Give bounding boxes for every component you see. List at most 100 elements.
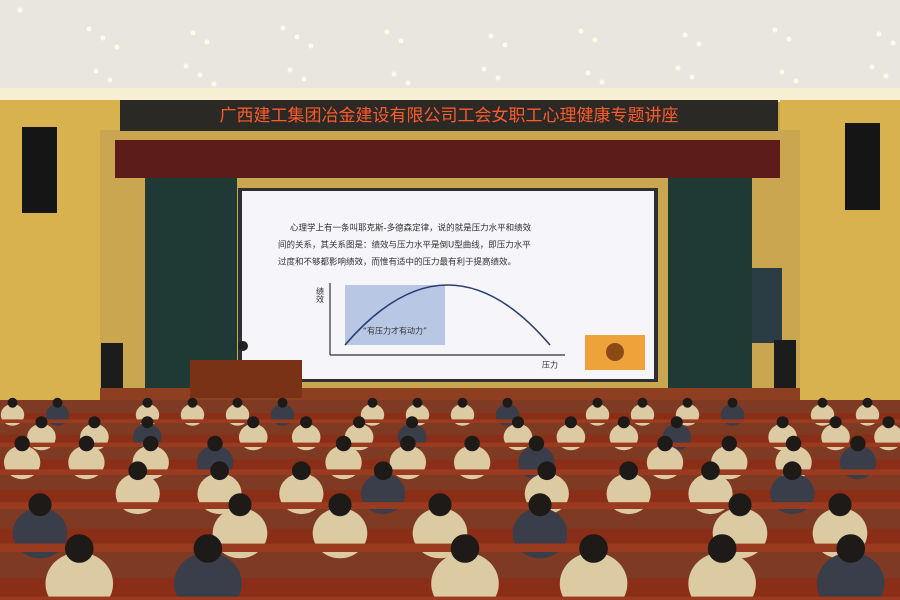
person-head bbox=[862, 397, 873, 408]
x-axis-label: 压力 bbox=[542, 360, 558, 370]
person-body bbox=[559, 552, 628, 600]
person-head bbox=[292, 461, 311, 481]
person-head bbox=[882, 416, 895, 429]
ceiling-light bbox=[890, 40, 896, 46]
person-head bbox=[776, 416, 789, 429]
person-head bbox=[207, 435, 223, 452]
ceiling-light bbox=[86, 26, 92, 32]
ceiling-light bbox=[398, 38, 404, 44]
person-head bbox=[353, 416, 366, 429]
person-head bbox=[579, 534, 608, 563]
ceiling-light bbox=[495, 75, 501, 81]
person-head bbox=[828, 493, 852, 517]
y-axis-label: 绩效 bbox=[316, 286, 325, 304]
person-head bbox=[328, 493, 352, 517]
right-curtain bbox=[668, 178, 752, 390]
curve-label: “有压力才有动力” bbox=[363, 326, 427, 336]
ceiling-light bbox=[287, 67, 293, 73]
ceiling-light bbox=[883, 73, 889, 79]
person-head bbox=[670, 416, 683, 429]
person-head bbox=[228, 493, 252, 517]
ceiling-light bbox=[772, 27, 778, 33]
ceiling-light bbox=[17, 7, 23, 13]
ceiling-light bbox=[197, 72, 203, 78]
person-head bbox=[537, 461, 557, 481]
shaded-region bbox=[345, 285, 445, 345]
person-head bbox=[502, 397, 513, 408]
person-head bbox=[128, 461, 148, 481]
ceiling-light bbox=[481, 66, 487, 72]
valance bbox=[115, 140, 780, 178]
person-head bbox=[682, 397, 693, 408]
banner-title: 广西建工集团冶金建设有限公司工会女职工心理健康专题讲座 bbox=[220, 106, 679, 126]
person-head bbox=[782, 461, 802, 481]
desk-top bbox=[0, 419, 900, 423]
ceiling-light bbox=[675, 65, 681, 71]
left-curtain bbox=[145, 178, 237, 390]
desk-row bbox=[0, 490, 900, 503]
slide-line: 心理学上有一条叫耶克斯-多德森定律，说的就是压力水平和绩效 bbox=[290, 223, 532, 234]
person-head bbox=[373, 461, 393, 481]
ceiling-light bbox=[689, 74, 695, 80]
person-head bbox=[528, 435, 545, 452]
ceiling-light bbox=[682, 32, 688, 38]
ceiling-light bbox=[294, 34, 300, 40]
ceiling-light bbox=[585, 70, 591, 76]
person-head bbox=[728, 493, 752, 517]
person-head bbox=[564, 416, 577, 429]
person-head bbox=[28, 493, 52, 517]
person-head bbox=[707, 534, 737, 563]
ceiling-light bbox=[190, 30, 196, 36]
ceiling-light bbox=[405, 80, 411, 86]
person-head bbox=[14, 435, 30, 452]
person-head bbox=[143, 435, 159, 452]
person-head bbox=[232, 397, 243, 408]
person-head bbox=[657, 435, 673, 452]
ceiling-light bbox=[391, 71, 397, 77]
person-body bbox=[688, 552, 756, 600]
person-body bbox=[816, 552, 885, 600]
ceiling-light bbox=[384, 29, 390, 35]
slide-line: 过度和不够都影响绩效，而惟有适中的压力最有利于提高绩效。 bbox=[278, 257, 516, 268]
ceiling-light bbox=[786, 36, 792, 42]
person-head bbox=[7, 397, 18, 408]
person-body bbox=[431, 552, 499, 600]
ceiling-light bbox=[93, 68, 99, 74]
ceiling-light bbox=[107, 77, 113, 83]
person-head bbox=[142, 397, 153, 408]
person-head bbox=[64, 534, 94, 563]
person-head bbox=[701, 461, 720, 481]
ceiling bbox=[0, 0, 900, 100]
ceiling-light bbox=[592, 37, 598, 43]
ceiling-light bbox=[100, 35, 106, 41]
desk-top bbox=[0, 543, 900, 552]
inverted-u-curve bbox=[344, 284, 551, 346]
desk-row bbox=[0, 459, 900, 470]
person-head bbox=[412, 397, 423, 408]
ceiling-light bbox=[308, 43, 314, 49]
person-head bbox=[511, 416, 524, 429]
audience bbox=[0, 7, 900, 600]
person-body bbox=[174, 552, 242, 600]
ceiling-light bbox=[280, 25, 286, 31]
ceiling-light bbox=[114, 44, 120, 50]
person-head bbox=[829, 416, 842, 429]
banner bbox=[120, 100, 778, 131]
person-head bbox=[400, 435, 416, 452]
person-head bbox=[617, 416, 630, 429]
person-head bbox=[619, 461, 638, 481]
ceiling-light bbox=[183, 63, 189, 69]
ceiling-light bbox=[599, 79, 605, 85]
person-head bbox=[193, 534, 223, 563]
ceiling-light bbox=[488, 33, 494, 39]
slide-text: 心理学上有一条叫耶克斯-多德森定律，说的就是压力水平和绩效 间的关系，其关系图是… bbox=[278, 223, 532, 268]
desk-row bbox=[0, 413, 900, 420]
person-head bbox=[367, 397, 378, 408]
ceiling-light bbox=[779, 69, 785, 75]
person-head bbox=[457, 397, 468, 408]
person-head bbox=[637, 397, 648, 408]
flower-center bbox=[606, 343, 624, 361]
ceiling-light-strip bbox=[0, 88, 900, 102]
person-head bbox=[35, 416, 48, 429]
person-body bbox=[45, 552, 114, 600]
